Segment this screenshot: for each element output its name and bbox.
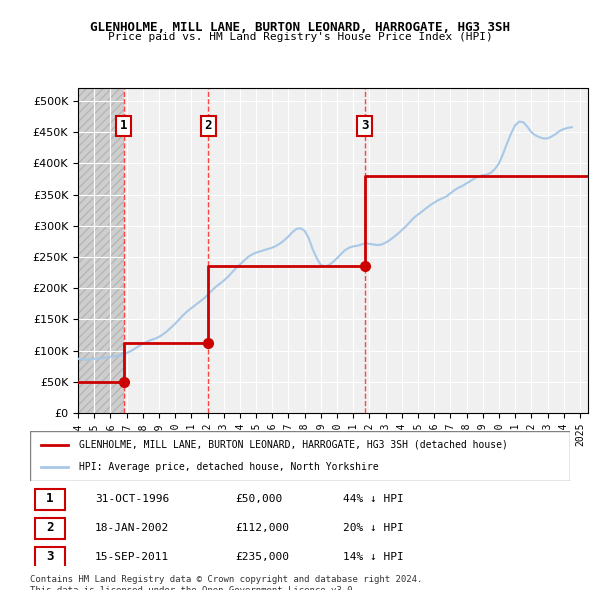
Text: £50,000: £50,000 — [235, 494, 283, 504]
Text: 2: 2 — [205, 119, 212, 132]
FancyBboxPatch shape — [35, 489, 65, 510]
Text: 31-OCT-1996: 31-OCT-1996 — [95, 494, 169, 504]
Text: GLENHOLME, MILL LANE, BURTON LEONARD, HARROGATE, HG3 3SH: GLENHOLME, MILL LANE, BURTON LEONARD, HA… — [90, 21, 510, 34]
FancyBboxPatch shape — [30, 431, 570, 481]
Text: 3: 3 — [46, 550, 54, 563]
Text: 20% ↓ HPI: 20% ↓ HPI — [343, 523, 404, 533]
Text: HPI: Average price, detached house, North Yorkshire: HPI: Average price, detached house, Nort… — [79, 462, 378, 472]
Text: 44% ↓ HPI: 44% ↓ HPI — [343, 494, 404, 504]
Text: £112,000: £112,000 — [235, 523, 289, 533]
Text: £235,000: £235,000 — [235, 552, 289, 562]
Text: Price paid vs. HM Land Registry's House Price Index (HPI): Price paid vs. HM Land Registry's House … — [107, 32, 493, 42]
Text: 1: 1 — [120, 119, 128, 132]
Text: 2: 2 — [46, 522, 54, 535]
Text: 14% ↓ HPI: 14% ↓ HPI — [343, 552, 404, 562]
Text: GLENHOLME, MILL LANE, BURTON LEONARD, HARROGATE, HG3 3SH (detached house): GLENHOLME, MILL LANE, BURTON LEONARD, HA… — [79, 440, 508, 450]
Text: 1: 1 — [46, 492, 54, 505]
FancyBboxPatch shape — [35, 517, 65, 539]
Text: 3: 3 — [361, 119, 368, 132]
Text: Contains HM Land Registry data © Crown copyright and database right 2024.
This d: Contains HM Land Registry data © Crown c… — [30, 575, 422, 590]
Bar — [78, 88, 124, 413]
Text: 18-JAN-2002: 18-JAN-2002 — [95, 523, 169, 533]
FancyBboxPatch shape — [35, 547, 65, 568]
Text: 15-SEP-2011: 15-SEP-2011 — [95, 552, 169, 562]
